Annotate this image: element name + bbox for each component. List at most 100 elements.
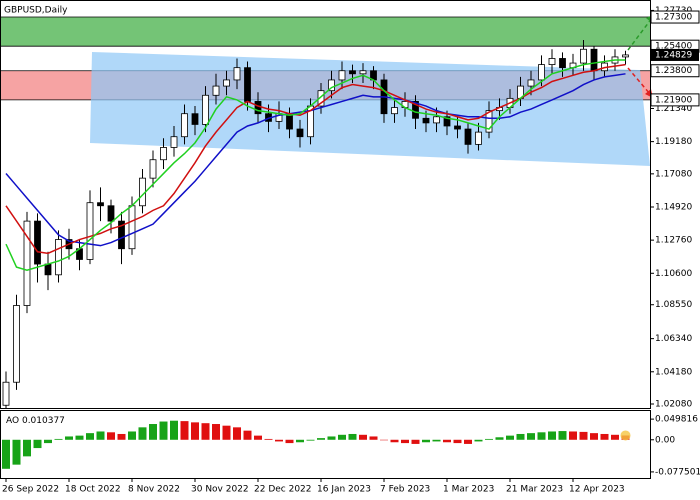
- ao-bar: [117, 433, 126, 440]
- ao-bar: [54, 438, 63, 440]
- ao-bar: [128, 431, 136, 440]
- ao-bar: [579, 431, 588, 440]
- y-tick-label: 1.12760: [655, 236, 692, 246]
- candle-body: [118, 220, 125, 250]
- y-tick-label: 1.14920: [655, 202, 692, 212]
- candle-body: [433, 116, 440, 124]
- y-tick-label: 1.08550: [655, 300, 692, 310]
- ao-bar: [569, 431, 577, 440]
- candle-body: [527, 79, 535, 87]
- ao-bar: [443, 439, 451, 443]
- ao-bar: [380, 439, 388, 441]
- candle-body: [590, 48, 598, 72]
- ao-bar: [44, 439, 52, 444]
- ao-bar: [2, 439, 10, 469]
- ao-bar: [264, 438, 273, 440]
- ao-bar: [243, 430, 252, 440]
- ao-bar: [411, 439, 420, 444]
- candle-body: [359, 70, 367, 75]
- ao-bar: [548, 431, 556, 440]
- ao-bar: [464, 439, 472, 444]
- trend-channel: [90, 52, 650, 166]
- candle-body: [34, 220, 41, 265]
- x-tick-label: 7 Feb 2023: [380, 485, 430, 495]
- ao-bar: [611, 434, 619, 440]
- ao-bar: [65, 436, 73, 440]
- ao-bar: [201, 423, 210, 440]
- ao-bar: [285, 439, 294, 444]
- last-price-label: 1.24829: [655, 50, 692, 60]
- ao-bar: [327, 436, 336, 440]
- moving-average: [5, 59, 626, 271]
- candle-body: [464, 128, 472, 145]
- level-label: 1.27300: [655, 13, 692, 23]
- ao-y-tick-label: 0.049816: [655, 415, 698, 425]
- candle-body: [622, 54, 629, 58]
- level-label: 1.23800: [655, 66, 692, 76]
- candle-body: [23, 220, 31, 306]
- x-tick-label: 1 Mar 2023: [443, 485, 494, 495]
- candle-body: [202, 94, 209, 125]
- level-box: [650, 64, 700, 78]
- down-arrow: [627, 67, 651, 95]
- ao-bar: [453, 439, 462, 444]
- candle-body: [128, 205, 136, 250]
- ao-bar: [138, 427, 147, 440]
- ao-bar: [107, 432, 115, 440]
- y-tick-label: 1.10600: [655, 269, 692, 279]
- candle-body: [538, 64, 545, 81]
- candle-body: [422, 117, 430, 124]
- level-label: 1.25400: [655, 42, 692, 52]
- ao-marker: [620, 430, 631, 441]
- ao-y-tick-label: 0.00: [655, 435, 675, 445]
- candle-body: [160, 147, 167, 161]
- ao-bar: [369, 436, 378, 440]
- ao-bar: [348, 433, 357, 440]
- ao-bar: [474, 439, 483, 442]
- ao-bar: [33, 439, 42, 449]
- ao-bar: [338, 434, 346, 440]
- candle-body: [475, 131, 482, 145]
- candle-body: [328, 79, 335, 92]
- candle-body: [349, 70, 356, 75]
- candle-body: [13, 305, 20, 383]
- x-tick-label: 8 Nov 2022: [128, 485, 180, 495]
- x-tick-label: 16 Jan 2023: [317, 485, 371, 495]
- level-box: [650, 93, 700, 107]
- x-tick-label: 22 Dec 2022: [254, 485, 312, 495]
- ao-bar: [212, 424, 220, 440]
- ao-bar: [432, 439, 441, 442]
- candle-body: [254, 101, 262, 115]
- ao-bar: [170, 420, 178, 440]
- candle-body: [181, 113, 188, 138]
- ao-bar: [590, 433, 598, 440]
- ao-bar: [254, 435, 262, 440]
- ao-bar: [558, 431, 567, 440]
- ao-bar: [317, 438, 325, 440]
- ao-label: AO 0.010377: [6, 416, 65, 426]
- x-tick-label: 21 Mar 2023: [506, 485, 563, 495]
- moving-average: [5, 73, 626, 247]
- ao-bar: [485, 438, 493, 440]
- ao-bar: [75, 435, 84, 440]
- candle-body: [391, 107, 398, 115]
- y-tick-label: 1.06340: [655, 334, 692, 344]
- ao-bar: [306, 439, 315, 441]
- y-tick-label: 1.04180: [655, 367, 692, 377]
- candle-body: [212, 85, 220, 96]
- ao-bar: [600, 433, 609, 440]
- candle-body: [485, 110, 493, 133]
- ao-bar: [516, 433, 525, 440]
- ao-bar: [537, 432, 546, 440]
- x-tick-label: 18 Oct 2022: [65, 485, 121, 495]
- ao-bar: [149, 424, 157, 440]
- ao-bar: [96, 431, 105, 440]
- candle-body: [86, 202, 94, 260]
- ao-bar: [222, 425, 231, 440]
- y-tick-label: 1.19180: [655, 137, 692, 147]
- candle-body: [2, 381, 10, 406]
- candle-body: [548, 58, 556, 65]
- chart-title: GBPUSD,Daily: [4, 6, 68, 16]
- candle-body: [443, 116, 451, 127]
